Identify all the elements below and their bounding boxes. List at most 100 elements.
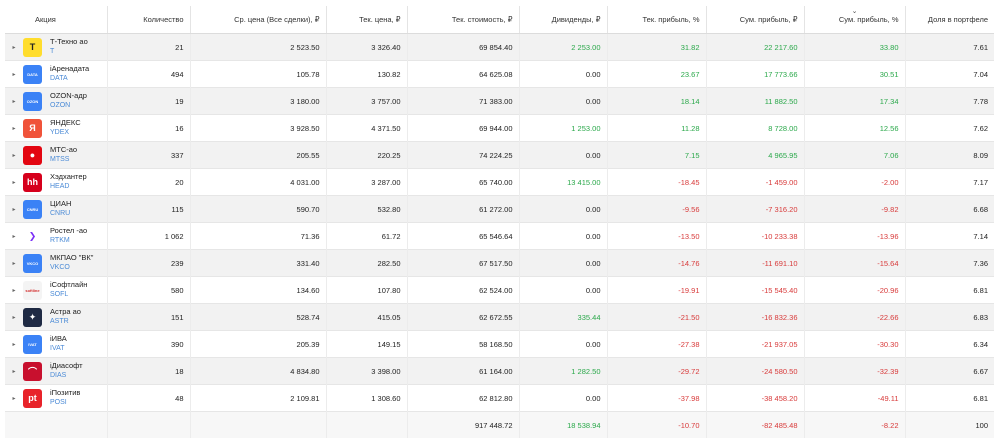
expand-row-icon[interactable]: ▸ <box>12 314 16 321</box>
asset-cell: ▸ DATA iАренадата DATA <box>5 60 108 88</box>
asset-cell: ▸ ● МТС-ао MTSS <box>5 141 108 169</box>
hh-logo: hh <box>23 172 42 192</box>
current-profit-pct-cell: 11.28 <box>607 114 707 142</box>
current-price-cell: 282.50 <box>326 249 408 277</box>
column-header-label: Сум. прибыль, ₽ <box>739 15 798 24</box>
asset-ticker[interactable]: OZON <box>50 102 71 109</box>
sum-profit-pct-cell: -30.30 <box>804 330 906 358</box>
portfolio-share-cell: 7.04 <box>905 60 994 88</box>
table-row[interactable]: ▸ ✦ Астра ао ASTR 151 528.74 415.05 62 672.55 33… <box>5 303 994 331</box>
expand-row-icon[interactable]: ▸ <box>12 98 16 105</box>
quantity-cell: 48 <box>107 384 191 412</box>
asset-name[interactable]: iПозитив <box>50 388 81 397</box>
table-row[interactable]: ▸ ❯ Ростел -ао RTKM 1 062 71.36 61.72 65 546.64… <box>5 222 994 250</box>
asset-name[interactable]: Т-Техно ао <box>50 37 88 46</box>
column-header-current-price[interactable]: Тек. цена, ₽ <box>326 6 408 34</box>
asset-name[interactable]: МКПАО "ВК" <box>50 253 94 262</box>
expand-row-icon[interactable]: ▸ <box>12 233 16 240</box>
asset-name[interactable]: Астра ао <box>50 307 81 316</box>
expand-row-icon[interactable]: ▸ <box>12 368 16 375</box>
expand-row-icon[interactable]: ▸ <box>12 287 16 294</box>
asset-name[interactable]: ЯНДЕКС <box>50 118 81 127</box>
expand-row-icon[interactable]: ▸ <box>12 44 16 51</box>
table-row[interactable]: ▸ CNRU ЦИАН CNRU 115 590.70 532.80 61 272.00 0.0… <box>5 195 994 223</box>
asset-cell: ▸ hh Хэдхантер HEAD <box>5 168 108 196</box>
asset-name[interactable]: iДиасофт <box>50 361 83 370</box>
sum-profit-rub-cell: 8 728.00 <box>706 114 805 142</box>
sum-profit-pct-cell: -13.96 <box>804 222 906 250</box>
asset-ticker[interactable]: SOFL <box>50 291 69 298</box>
asset-name[interactable]: ЦИАН <box>50 199 72 208</box>
asset-ticker[interactable]: T <box>50 48 55 55</box>
column-header-dividends[interactable]: Дивиденды, ₽ <box>519 6 608 34</box>
asset-ticker[interactable]: RTKM <box>50 237 70 244</box>
asset-name[interactable]: Ростел -ао <box>50 226 88 235</box>
diasoft-logo: ⌒ <box>23 361 42 381</box>
table-row[interactable]: ▸ pt iПозитив POSI 48 2 109.81 1 308.60 62 812.… <box>5 384 994 412</box>
asset-ticker[interactable]: CNRU <box>50 210 71 217</box>
quantity-cell: 580 <box>107 276 191 304</box>
portfolio-share-cell: 7.17 <box>905 168 994 196</box>
column-header-current-value[interactable]: Тек. стоимость, ₽ <box>407 6 520 34</box>
current-profit-pct-cell: -9.56 <box>607 195 707 223</box>
asset-info: ▸ hh Хэдхантер HEAD <box>5 169 107 195</box>
asset-name[interactable]: Хэдхантер <box>50 172 87 181</box>
expand-row-icon[interactable]: ▸ <box>12 206 16 213</box>
table-row[interactable]: ▸ VKCO МКПАО "ВК" VKCO 239 331.40 282.50 67 517… <box>5 249 994 277</box>
expand-row-icon[interactable]: ▸ <box>12 125 16 132</box>
table-row[interactable]: ▸ hh Хэдхантер HEAD 20 4 031.00 3 287.00 65 740… <box>5 168 994 196</box>
table-row[interactable]: ▸ IVAT iИВА IVAT 390 205.39 149.15 58 168.50 0.0… <box>5 330 994 358</box>
current-value-cell: 61 164.00 <box>407 357 520 385</box>
column-header-sum-profit-rub[interactable]: Сум. прибыль, ₽ <box>706 6 805 34</box>
current-value-cell: 58 168.50 <box>407 330 520 358</box>
asset-ticker[interactable]: POSI <box>50 399 67 406</box>
asset-ticker[interactable]: HEAD <box>50 183 70 190</box>
table-row[interactable]: ▸ softline iСофтлайн SOFL 580 134.60 107.80 62 … <box>5 276 994 304</box>
column-header-sum-profit-pct[interactable]: ⌄ Сум. прибыль, % <box>804 6 906 34</box>
asset-ticker[interactable]: MTSS <box>50 156 70 163</box>
positive-logo: pt <box>23 388 42 408</box>
avg-price-cell: 4 031.00 <box>190 168 327 196</box>
asset-ticker[interactable]: YDEX <box>50 129 70 136</box>
asset-ticker[interactable]: VKCO <box>50 264 70 271</box>
current-profit-pct-cell: -37.98 <box>607 384 707 412</box>
expand-row-icon[interactable]: ▸ <box>12 260 16 267</box>
column-header-asset[interactable]: Акция <box>5 6 108 34</box>
table-row[interactable]: ▸ OZON OZON-адр OZON 19 3 180.00 3 757.00 71 38… <box>5 87 994 115</box>
column-header-portfolio-share[interactable]: Доля в портфеле <box>905 6 994 34</box>
current-price-cell: 532.80 <box>326 195 408 223</box>
table-row[interactable]: ▸ ⌒ iДиасофт DIAS 18 4 834.80 3 398.00 61 164.0… <box>5 357 994 385</box>
cnru-logo: CNRU <box>23 199 42 219</box>
portfolio-table: Акция Количество Ср. цена (Все сделки), ₽ Т… <box>5 6 994 438</box>
asset-cell: ▸ Я ЯНДЕКС YDEX <box>5 114 108 142</box>
asset-text: Ростел -ао RTKM <box>50 226 87 246</box>
asset-name[interactable]: iИВА <box>50 334 67 343</box>
column-header-quantity[interactable]: Количество <box>107 6 191 34</box>
asset-name[interactable]: iСофтлайн <box>50 280 88 289</box>
asset-ticker[interactable]: DATA <box>50 75 68 82</box>
asset-ticker[interactable]: ASTR <box>50 318 69 325</box>
asset-name[interactable]: МТС-ао <box>50 145 78 154</box>
table-row[interactable]: ▸ ● МТС-ао MTSS 337 205.55 220.25 74 224.25 0.00… <box>5 141 994 169</box>
expand-row-icon[interactable]: ▸ <box>12 341 16 348</box>
dividends-cell: 13 415.00 <box>519 168 608 196</box>
asset-cell: ▸ VKCO МКПАО "ВК" VKCO <box>5 249 108 277</box>
portfolio-share-cell: 7.61 <box>905 33 994 61</box>
column-header-avg-price[interactable]: Ср. цена (Все сделки), ₽ <box>190 6 327 34</box>
table-row[interactable]: ▸ DATA iАренадата DATA 494 105.78 130.82 64 625… <box>5 60 994 88</box>
expand-row-icon[interactable]: ▸ <box>12 152 16 159</box>
asset-name[interactable]: OZON-адр <box>50 91 87 100</box>
asset-ticker[interactable]: IVAT <box>50 345 65 352</box>
asset-ticker[interactable]: DIAS <box>50 372 67 379</box>
column-header-current-profit-pct[interactable]: Тек. прибыль, % <box>607 6 707 34</box>
expand-row-icon[interactable]: ▸ <box>12 179 16 186</box>
asset-text: ЦИАН CNRU <box>50 199 71 219</box>
asset-name[interactable]: iАренадата <box>50 64 90 73</box>
current-price-cell: 3 757.00 <box>326 87 408 115</box>
sum-profit-rub-cell: -21 937.05 <box>706 330 805 358</box>
expand-row-icon[interactable]: ▸ <box>12 395 16 402</box>
table-row[interactable]: ▸ Я ЯНДЕКС YDEX 16 3 928.50 4 371.50 69 944.00 1… <box>5 114 994 142</box>
expand-row-icon[interactable]: ▸ <box>12 71 16 78</box>
table-row[interactable]: ▸ T Т-Техно ао T 21 2 523.50 3 326.40 69 854.40… <box>5 33 994 61</box>
softline-logo: softline <box>23 280 42 300</box>
